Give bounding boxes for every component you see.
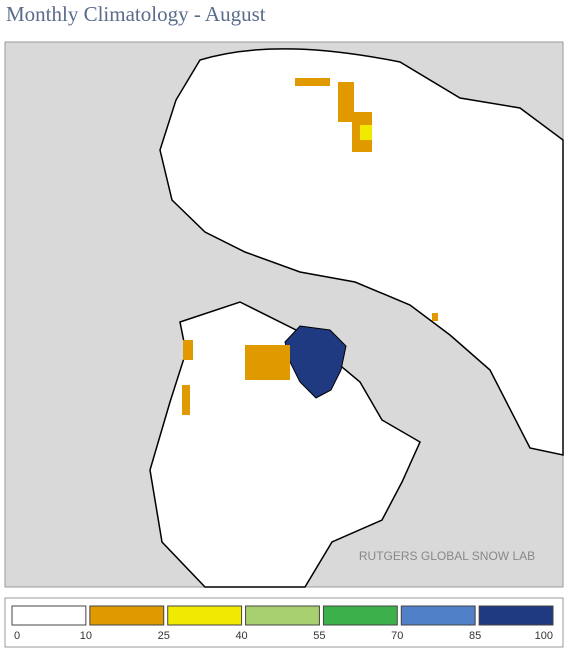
map: RUTGERS GLOBAL SNOW LAB bbox=[4, 41, 564, 588]
greenland bbox=[284, 325, 347, 399]
legend-swatch bbox=[167, 605, 243, 626]
legend-label: 40 bbox=[235, 630, 247, 642]
legend-label: 0 bbox=[14, 630, 20, 642]
legend-swatch bbox=[478, 605, 554, 626]
legend-label: 100 bbox=[535, 630, 553, 642]
legend-label: 25 bbox=[158, 630, 170, 642]
watermark: RUTGERS GLOBAL SNOW LAB bbox=[359, 549, 535, 563]
legend-swatch bbox=[322, 605, 398, 626]
legend-label: 70 bbox=[391, 630, 403, 642]
snow-patch bbox=[245, 345, 290, 380]
legend-swatch bbox=[245, 605, 320, 626]
legend-label: 85 bbox=[469, 630, 481, 642]
legend-label: 10 bbox=[80, 630, 92, 642]
snow-patch bbox=[432, 313, 438, 321]
snow-patch bbox=[338, 82, 354, 122]
legend-label: 55 bbox=[313, 630, 325, 642]
snow-patch bbox=[183, 340, 193, 360]
snow-patch bbox=[360, 125, 372, 140]
legend: 0 10 25 40 55 70 85 100 bbox=[11, 605, 554, 642]
legend-swatch bbox=[400, 605, 476, 626]
title: Monthly Climatology - August bbox=[6, 2, 266, 26]
eurasia bbox=[159, 48, 564, 456]
legend-swatch bbox=[11, 605, 87, 626]
legend-swatch bbox=[89, 605, 165, 626]
snow-patch bbox=[182, 385, 190, 415]
snow-patch bbox=[295, 78, 330, 86]
